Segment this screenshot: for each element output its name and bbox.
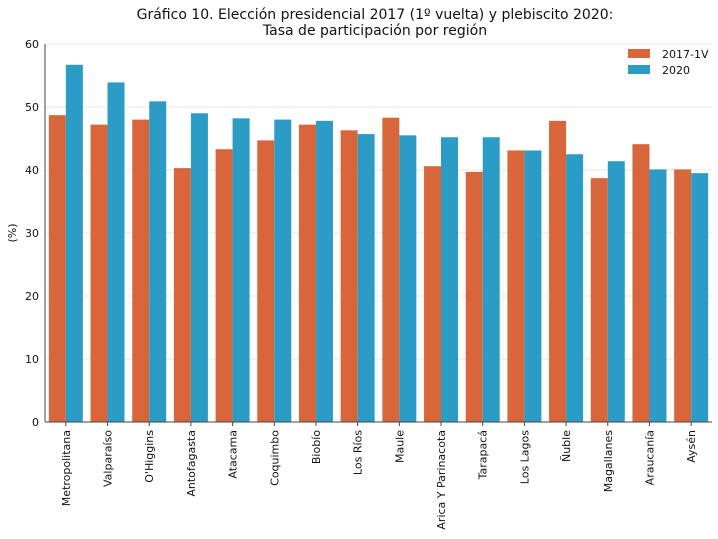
x-tick-label: Coquimbo <box>268 430 281 486</box>
x-tick-label: O'Higgins <box>143 430 156 483</box>
bar-2020-Tarapacá <box>482 137 500 423</box>
bar-2020-Los Lagos <box>524 150 542 422</box>
legend-swatch <box>628 49 650 58</box>
y-tick-label: 10 <box>25 353 39 366</box>
bar-2020-Aysén <box>691 173 709 422</box>
bar-2017-1V-Arica Y Parinacota <box>424 166 442 422</box>
x-tick-label: Ñuble <box>560 430 573 462</box>
bar-2017-1V-Tarapacá <box>465 171 483 422</box>
y-tick-label: 30 <box>25 227 39 240</box>
bar-2017-1V-O'Higgins <box>132 119 150 422</box>
y-axis: 0 10 20 30 40 50 60 <box>25 38 46 429</box>
bar-2020-Magallanes <box>607 161 625 422</box>
bar-2017-1V-Valparaíso <box>90 124 108 422</box>
x-tick-label: Los Ríos <box>352 430 365 475</box>
y-tick-label: 60 <box>25 38 39 51</box>
y-axis-label: (%) <box>6 223 19 242</box>
x-tick-label: Los Lagos <box>518 430 531 484</box>
chart-title-line-2: Tasa de participación por región <box>262 23 487 39</box>
bar-2017-1V-Los Lagos <box>507 150 525 422</box>
chart-title-line-1: Gráfico 10. Elección presidencial 2017 (… <box>137 7 614 23</box>
bar-2020-Ñuble <box>566 154 584 422</box>
legend-swatch <box>628 65 650 74</box>
bar-2017-1V-Los Ríos <box>340 130 358 422</box>
y-tick-label: 40 <box>25 164 39 177</box>
x-tick-label: Aysén <box>685 430 698 463</box>
x-tick-label: Tarapacá <box>477 430 490 480</box>
bar-2020-Biobío <box>315 120 333 423</box>
x-tick-label: Valparaíso <box>102 430 115 487</box>
bar-2017-1V-Magallanes <box>590 178 608 422</box>
y-tick-label: 50 <box>25 101 39 114</box>
x-axis: Metropolitana Valparaíso O'Higgins Antofaga… <box>45 421 712 530</box>
bar-2017-1V-Antofagasta <box>173 168 191 422</box>
x-tick-label: Maule <box>393 430 406 463</box>
x-tick-label: Araucanía <box>643 430 656 485</box>
bar-2017-1V-Maule <box>382 117 400 423</box>
bar-2017-1V-Aysén <box>674 169 692 422</box>
bar-2020-Metropolitana <box>65 64 83 422</box>
legend-label: 2020 <box>662 64 690 77</box>
bar-2020-Araucanía <box>649 169 667 422</box>
bar-2017-1V-Araucanía <box>632 144 650 423</box>
x-tick-label: Atacama <box>227 430 240 479</box>
legend: 2017-1V 2020 <box>628 48 709 77</box>
bar-2020-Maule <box>399 135 417 422</box>
bars <box>48 64 709 423</box>
legend-label: 2017-1V <box>662 48 709 61</box>
bar-2017-1V-Ñuble <box>549 120 567 423</box>
bar-2020-Atacama <box>232 118 250 422</box>
bar-2017-1V-Biobío <box>298 124 316 422</box>
bar-2017-1V-Metropolitana <box>48 115 66 422</box>
x-tick-label: Biobío <box>310 430 323 464</box>
y-tick-label: 20 <box>25 290 39 303</box>
y-tick-label: 0 <box>32 416 39 429</box>
x-tick-label: Metropolitana <box>60 430 73 506</box>
bar-2020-Valparaíso <box>107 82 125 423</box>
x-tick-label: Arica Y Parinacota <box>435 430 448 530</box>
x-tick-label: Antofagasta <box>185 430 198 497</box>
x-tick-label: Magallanes <box>602 430 615 493</box>
bar-2020-O'Higgins <box>149 101 167 422</box>
bar-2020-Coquimbo <box>274 119 292 422</box>
bar-2017-1V-Atacama <box>215 149 233 422</box>
bar-2020-Antofagasta <box>190 113 208 423</box>
bar-2017-1V-Coquimbo <box>257 140 275 422</box>
bar-2020-Arica Y Parinacota <box>441 137 459 423</box>
bar-2020-Los Ríos <box>357 134 375 422</box>
